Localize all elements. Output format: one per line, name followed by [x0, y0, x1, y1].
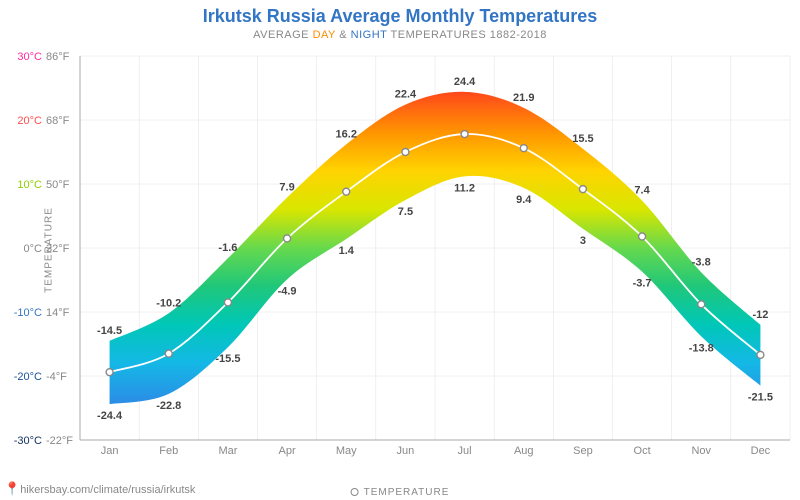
svg-text:May: May [336, 445, 357, 457]
night-value-label: -24.4 [97, 410, 123, 422]
svg-text:Jul: Jul [458, 445, 472, 457]
night-value-label: 3 [580, 235, 586, 247]
svg-text:-20°C: -20°C [14, 371, 42, 383]
svg-text:Apr: Apr [279, 445, 296, 457]
data-marker [757, 351, 764, 358]
svg-text:-4°F: -4°F [46, 371, 67, 383]
svg-text:68°F: 68°F [46, 115, 70, 127]
data-marker [343, 188, 350, 195]
svg-text:0°C: 0°C [24, 243, 43, 255]
night-value-label: 1.4 [339, 245, 355, 257]
svg-text:86°F: 86°F [46, 51, 70, 63]
day-value-label: 24.4 [454, 76, 476, 88]
svg-text:14°F: 14°F [46, 307, 70, 319]
svg-text:32°F: 32°F [46, 243, 70, 255]
svg-text:10°C: 10°C [17, 179, 42, 191]
day-value-label: 22.4 [395, 89, 417, 101]
day-value-label: -12 [752, 309, 768, 321]
data-marker [284, 235, 291, 242]
svg-text:-10°C: -10°C [14, 307, 42, 319]
night-value-label: 9.4 [516, 194, 532, 206]
svg-text:-22°F: -22°F [46, 435, 73, 447]
day-value-label: -10.2 [156, 297, 181, 309]
night-value-label: 7.5 [398, 206, 413, 218]
day-value-label: 7.9 [279, 181, 294, 193]
svg-text:50°F: 50°F [46, 179, 70, 191]
legend: TEMPERATURE [351, 487, 450, 498]
day-value-label: -3.8 [692, 256, 711, 268]
night-value-label: -21.5 [748, 392, 773, 404]
svg-text:Jan: Jan [101, 445, 119, 457]
svg-text:Dec: Dec [751, 445, 771, 457]
night-value-label: -13.8 [689, 342, 714, 354]
data-marker [698, 301, 705, 308]
night-value-label: -22.8 [156, 400, 181, 412]
svg-text:Jun: Jun [397, 445, 415, 457]
day-value-label: 15.5 [572, 133, 593, 145]
day-value-label: 21.9 [513, 92, 534, 104]
data-marker [402, 149, 409, 156]
data-marker [165, 350, 172, 357]
svg-text:Nov: Nov [691, 445, 711, 457]
night-value-label: -15.5 [215, 353, 240, 365]
night-value-label: 11.2 [454, 182, 475, 194]
svg-text:Mar: Mar [218, 445, 237, 457]
plot-svg: 30°C 86°F 20°C 68°F 10°C 50°F 0°C32°F -10°C 14°F… [0, 0, 800, 500]
svg-text:20°C: 20°C [17, 115, 42, 127]
data-marker [520, 145, 527, 152]
map-pin-icon: 📍 [4, 481, 20, 496]
day-value-label: -14.5 [97, 325, 122, 337]
day-value-label: 16.2 [336, 128, 357, 140]
svg-text:30°C: 30°C [17, 51, 42, 63]
data-marker [461, 131, 468, 138]
night-value-label: -4.9 [278, 285, 297, 297]
data-marker [579, 186, 586, 193]
legend-label: TEMPERATURE [364, 487, 450, 498]
data-marker [224, 299, 231, 306]
svg-text:-30°C: -30°C [14, 435, 42, 447]
svg-text:Sep: Sep [573, 445, 593, 457]
night-value-label: -3.7 [633, 278, 652, 290]
source-link[interactable]: hikersbay.com/climate/russia/irkutsk [20, 484, 195, 496]
data-marker [106, 369, 113, 376]
temperature-chart: Irkutsk Russia Average Monthly Temperatu… [0, 0, 800, 500]
source-attribution: 📍hikersbay.com/climate/russia/irkutsk [4, 481, 195, 497]
svg-text:Aug: Aug [514, 445, 534, 457]
data-marker [639, 233, 646, 240]
day-value-label: 7.4 [634, 185, 650, 197]
svg-text:Oct: Oct [634, 445, 651, 457]
day-value-label: -1.6 [218, 242, 237, 254]
legend-marker-icon [351, 488, 359, 496]
svg-text:Feb: Feb [159, 445, 178, 457]
